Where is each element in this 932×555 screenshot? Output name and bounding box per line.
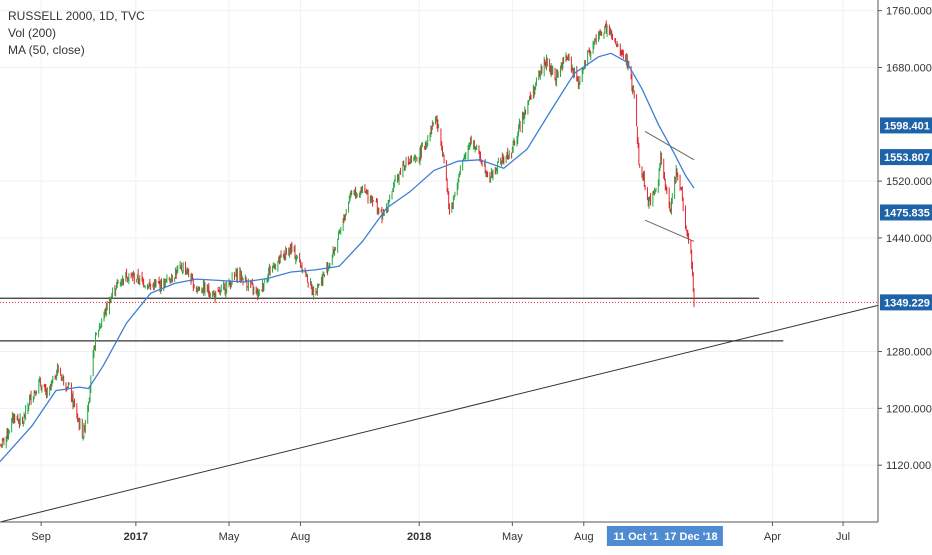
- date-tag: [606, 526, 671, 546]
- y-tick-label: 1200.000: [886, 403, 932, 415]
- y-tick-label: 1520.000: [886, 176, 932, 188]
- price-tag-label: 1598.401: [884, 120, 930, 132]
- x-tick-label: Aug: [291, 531, 311, 543]
- drawings: [0, 130, 879, 523]
- date-tag-label: 17 Dec '18: [664, 531, 717, 543]
- legend-ma[interactable]: MA (50, close): [8, 43, 85, 57]
- legend-volume[interactable]: Vol (200): [8, 26, 57, 40]
- ma-line: [0, 52, 695, 463]
- x-tick-label: Jul: [836, 531, 850, 543]
- y-tick-label: 1280.000: [886, 347, 932, 359]
- moving-average: [0, 52, 695, 463]
- grid: [0, 0, 878, 522]
- x-tick-label: Aug: [574, 531, 594, 543]
- price-tag: [880, 149, 932, 166]
- y-tick-label: 1120.000: [886, 460, 931, 472]
- date-tag: [658, 526, 723, 546]
- x-tick-label: 2017: [124, 531, 148, 543]
- trend-line: [0, 304, 879, 523]
- price-tag: [880, 294, 932, 311]
- price-tag-label: 1553.807: [884, 152, 930, 164]
- x-tick-label: 2018: [407, 531, 431, 543]
- y-tick-label: 1440.000: [886, 233, 932, 245]
- x-tick-label: Apr: [764, 531, 781, 543]
- price-tag: [880, 117, 932, 134]
- y-tick-label: 1680.000: [886, 62, 932, 74]
- legend-symbol[interactable]: RUSSELL 2000, 1D, TVC: [8, 9, 145, 23]
- x-tick-label: May: [219, 531, 240, 543]
- price-tag: [880, 204, 932, 221]
- y-tick-label: 1760.000: [886, 6, 932, 18]
- price-tag-label: 1475.835: [884, 207, 930, 219]
- trend-line: [644, 219, 695, 242]
- chart-legend: RUSSELL 2000, 1D, TVC Vol (200) MA (50, …: [8, 8, 145, 59]
- date-tag-label: 11 Oct '18: [613, 531, 664, 543]
- price-tag-label: 1349.229: [884, 297, 930, 309]
- candles: [0, 20, 695, 449]
- x-tick-label: Sep: [31, 531, 51, 543]
- x-tick-label: May: [502, 531, 523, 543]
